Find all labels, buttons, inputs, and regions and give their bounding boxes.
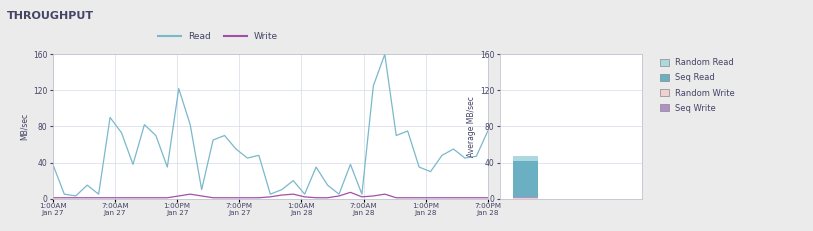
Bar xyxy=(513,161,538,199)
Bar xyxy=(513,198,538,199)
Legend: Random Read, Seq Read, Random Write, Seq Write: Random Read, Seq Read, Random Write, Seq… xyxy=(658,56,737,115)
Y-axis label: MB/sec: MB/sec xyxy=(20,113,28,140)
Text: THROUGHPUT: THROUGHPUT xyxy=(7,12,93,21)
Bar xyxy=(513,156,538,161)
Bar xyxy=(513,197,538,198)
Y-axis label: Average MB/sec: Average MB/sec xyxy=(467,96,476,157)
Legend: Read, Write: Read, Write xyxy=(154,28,282,45)
